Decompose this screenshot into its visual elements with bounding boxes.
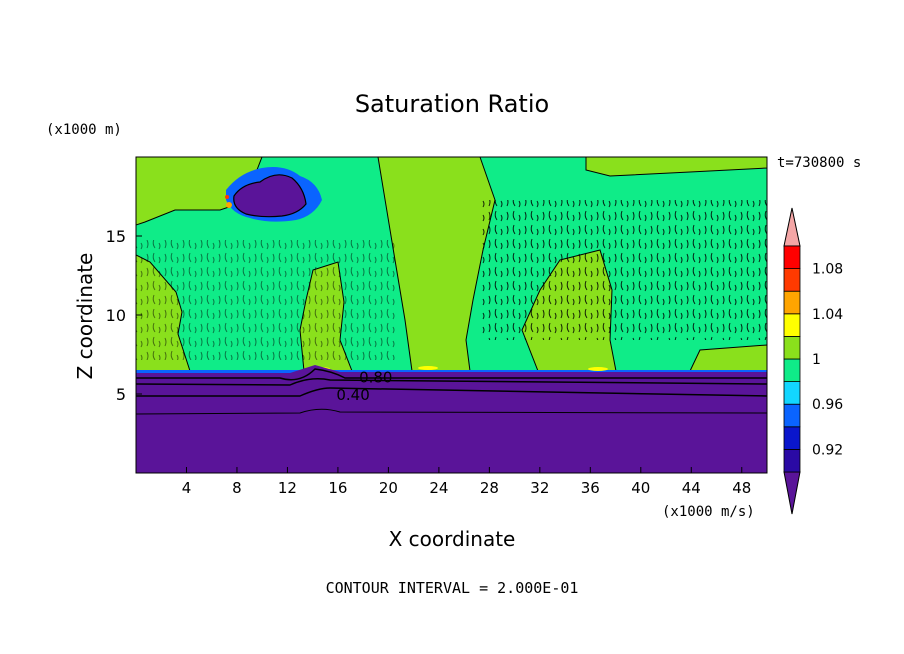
x-tick-label: 36 (581, 479, 600, 497)
colorbar: 0.92 0.96 1 1.04 1.08 (783, 207, 843, 515)
colorbar-segment (783, 358, 801, 383)
contour-label: 0.40 (336, 386, 369, 404)
x-axis-ticks: 4 8 12 16 20 24 28 32 36 40 44 48 (182, 467, 751, 497)
x-tick-label: 8 (232, 479, 242, 497)
x-tick-label: 48 (732, 479, 751, 497)
contour-label: 0.80 (359, 369, 392, 387)
y-axis-label: Z coordinate (73, 253, 97, 380)
transition-band (136, 370, 767, 373)
colorbar-tick-label: 1.04 (812, 307, 843, 323)
y-axis-ticks: 5 10 15 (106, 227, 142, 404)
y-tick-label: 15 (106, 227, 126, 246)
colorbar-segment (783, 448, 801, 473)
dry-blob-inner (233, 174, 307, 218)
x-unit-label: (x1000 m/s) (662, 504, 755, 520)
colorbar-tick-label: 0.96 (812, 397, 843, 413)
colorbar-segment (783, 381, 801, 405)
x-tick-label: 12 (278, 479, 297, 497)
x-tick-label: 40 (631, 479, 650, 497)
x-axis-label: X coordinate (389, 527, 516, 551)
x-tick-label: 4 (182, 479, 192, 497)
y-tick-label: 10 (106, 306, 126, 325)
x-tick-label: 24 (429, 479, 448, 497)
colorbar-tick-label: 0.92 (812, 442, 843, 458)
x-tick-label: 28 (480, 479, 499, 497)
colorbar-segment (783, 335, 801, 360)
x-tick-label: 20 (379, 479, 398, 497)
colorbar-segment (783, 426, 801, 450)
colorbar-segment (783, 290, 801, 315)
colorbar-extend-high (783, 207, 801, 247)
colorbar-segment (783, 245, 801, 270)
contour-line-lower (136, 408, 767, 415)
dry-lower-layer (136, 365, 767, 473)
x-tick-label: 44 (682, 479, 701, 497)
colorbar-tick-label: 1 (812, 352, 821, 368)
time-label: t=730800 s (777, 155, 861, 171)
y-unit-label: (x1000 m) (46, 122, 122, 138)
y-tick-label: 5 (116, 385, 126, 404)
contour-interval-footer: CONTOUR INTERVAL = 2.000E-01 (326, 579, 579, 597)
colorbar-segment (783, 268, 801, 292)
plot-area (136, 157, 767, 473)
contour-line-0.4 (136, 387, 767, 397)
contour-labels: 0.800.40 (336, 369, 392, 404)
x-tick-label: 32 (530, 479, 549, 497)
x-tick-label: 16 (328, 479, 347, 497)
contour-line-0.8 (136, 378, 767, 386)
contour-line-upper (136, 368, 767, 381)
colorbar-segment (783, 313, 801, 337)
chart-title: Saturation Ratio (355, 90, 549, 118)
colorbar-extend-low (783, 471, 801, 515)
colorbar-segment (783, 403, 801, 428)
colorbar-tick-label: 1.08 (812, 262, 843, 278)
